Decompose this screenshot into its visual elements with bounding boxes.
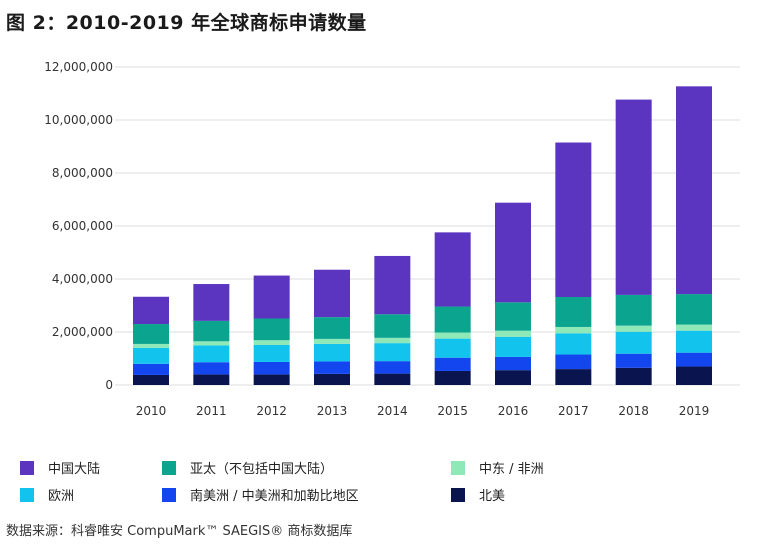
x-tick-label: 2016 (498, 404, 529, 418)
x-tick-label: 2015 (437, 404, 468, 418)
legend-item-middle-east-africa: 中东 / 非洲 (451, 458, 544, 477)
bar-segment-middle-east-africa (133, 343, 169, 348)
legend-swatch-asia-pacific (162, 460, 176, 475)
bar-segment-europe (615, 331, 652, 354)
legend-label-asia-pacific: 亚太（不包括中国大陆） (190, 462, 334, 477)
bar-segment-middle-east-africa (676, 324, 712, 331)
bar-segment-china (615, 99, 652, 295)
bar-segment-north-america (676, 366, 712, 385)
legend-item-south-central-america: 南美洲 / 中美洲和加勒比地区 (162, 485, 359, 504)
bar-segment-north-america (374, 373, 411, 385)
bar-segment-middle-east-africa (193, 341, 230, 346)
bar-segment-china (676, 86, 712, 295)
x-tick-label: 2010 (136, 404, 167, 418)
bar-segment-asia-pacific (133, 324, 169, 344)
x-tick-label: 2018 (618, 404, 649, 418)
legend-swatch-china (20, 460, 34, 475)
bar-segment-china (133, 296, 169, 325)
legend-swatch-north-america (451, 487, 465, 502)
bar-segment-south-central-america (676, 352, 712, 367)
bar-segment-europe (434, 338, 471, 358)
legend-item-north-america: 北美 (451, 485, 505, 504)
legend-label-north-america: 北美 (479, 489, 506, 504)
bar-segment-europe (374, 343, 411, 362)
x-tick-label: 2019 (679, 404, 710, 418)
bar-segment-china (374, 255, 411, 315)
bar-segment-europe (133, 347, 169, 364)
bar-segment-south-central-america (374, 361, 411, 374)
bar-segment-asia-pacific (615, 294, 652, 326)
bar-segment-middle-east-africa (615, 325, 652, 332)
legend-item-asia-pacific: 亚太（不包括中国大陆） (162, 458, 333, 477)
bar-segment-south-central-america (434, 357, 471, 371)
legend-label-china: 中国大陆 (48, 462, 101, 477)
bar-segment-north-america (615, 367, 652, 385)
bar-segment-china (253, 275, 290, 319)
bar-segment-south-central-america (314, 361, 350, 374)
bar-segment-north-america (133, 374, 169, 385)
bar-segment-south-central-america (193, 362, 230, 375)
bar-segment-china (495, 202, 531, 303)
bar-segment-china (314, 269, 350, 318)
bar-segment-south-central-america (615, 353, 652, 368)
y-tick-label: 10,000,000 (44, 113, 113, 127)
bar-segment-middle-east-africa (314, 338, 350, 344)
bar-segment-south-central-america (253, 361, 290, 375)
chart-legend: 中国大陆 亚太（不包括中国大陆） 中东 / 非洲 欧洲 南美洲 / 中美洲和加勒… (20, 458, 740, 518)
bar-segment-north-america (434, 370, 471, 385)
x-tick-label: 2011 (196, 404, 227, 418)
bar-segment-europe (314, 343, 350, 362)
bar-segment-asia-pacific (495, 302, 531, 331)
bar-segment-south-central-america (133, 363, 169, 375)
legend-swatch-south-central-america (162, 487, 176, 502)
bar-segment-middle-east-africa (555, 326, 592, 334)
x-tick-label: 2013 (317, 404, 348, 418)
bar-segment-south-central-america (495, 356, 531, 371)
bar-segment-middle-east-africa (434, 332, 471, 339)
y-tick-label: 12,000,000 (44, 60, 113, 74)
bar-segment-north-america (314, 373, 350, 385)
legend-label-south-central-america: 南美洲 / 中美洲和加勒比地区 (190, 489, 359, 504)
legend-label-europe: 欧洲 (48, 489, 75, 504)
bar-segment-europe (676, 330, 712, 353)
y-tick-label: 2,000,000 (52, 325, 113, 339)
legend-swatch-europe (20, 487, 34, 502)
bar-segment-asia-pacific (434, 306, 471, 333)
x-tick-label: 2014 (377, 404, 408, 418)
bar-segment-asia-pacific (193, 320, 230, 342)
bar-segment-europe (495, 336, 531, 357)
x-tick-label: 2017 (558, 404, 589, 418)
legend-swatch-middle-east-africa (451, 460, 465, 475)
bar-segment-north-america (495, 370, 531, 385)
chart-title: 图 2：2010-2019 年全球商标申请数量 (6, 12, 367, 34)
x-tick-label: 2012 (256, 404, 287, 418)
data-source-note: 数据来源：科睿唯安 CompuMark™ SAEGIS® 商标数据库 (6, 524, 353, 539)
bar-segment-north-america (193, 374, 230, 385)
bar-segment-china (434, 232, 471, 307)
bar-segment-asia-pacific (253, 318, 290, 341)
bar-segment-europe (193, 345, 230, 363)
bar-segment-north-america (253, 374, 290, 385)
bar-segment-asia-pacific (555, 297, 592, 327)
bar-segment-china (193, 284, 230, 321)
y-tick-label: 0 (105, 378, 113, 392)
bar-segment-europe (253, 344, 290, 362)
bar-segment-asia-pacific (374, 314, 411, 338)
bar-segment-asia-pacific (676, 294, 712, 325)
bar-segment-north-america (555, 369, 592, 385)
bar-segment-south-central-america (555, 354, 592, 370)
stacked-bar-chart: 0 2,000,000 4,000,000 6,000,000 8,000,000 10,… (44, 60, 740, 418)
legend-item-china: 中国大陆 (20, 458, 100, 477)
bar-segment-middle-east-africa (374, 337, 411, 344)
legend-item-europe: 欧洲 (20, 485, 74, 504)
bar-segment-middle-east-africa (495, 330, 531, 337)
y-tick-label: 8,000,000 (52, 166, 113, 180)
y-tick-label: 4,000,000 (52, 272, 113, 286)
bar-segment-middle-east-africa (253, 340, 290, 345)
bar-segment-europe (555, 333, 592, 355)
bar-segment-asia-pacific (314, 317, 350, 339)
legend-label-middle-east-africa: 中东 / 非洲 (479, 462, 544, 477)
bar-segment-china (555, 142, 592, 298)
y-tick-label: 6,000,000 (52, 219, 113, 233)
